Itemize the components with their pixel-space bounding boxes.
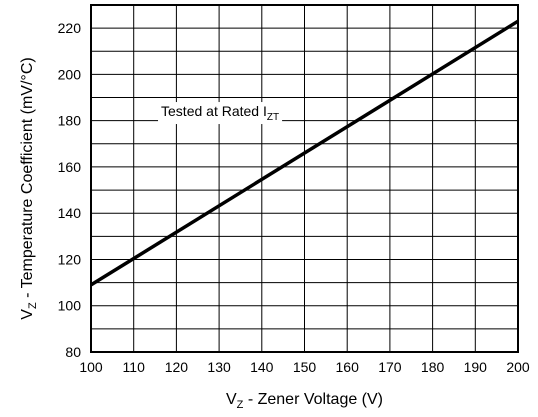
x-tick-label: 110 [123, 359, 146, 375]
y-tick-label: 220 [58, 20, 82, 36]
series-line-path [90, 19, 519, 287]
plot-frame [90, 4, 519, 353]
y-tick-label: 160 [58, 159, 82, 175]
x-tick-label: 180 [421, 359, 445, 375]
x-tick-label: 120 [165, 359, 189, 375]
y-tick-label: 180 [58, 113, 82, 129]
y-tick-label: 140 [58, 205, 82, 221]
y-tick-labels: 80 100 120 140 160 180 200 220 [58, 20, 82, 360]
grid-lines [91, 5, 518, 352]
x-tick-label: 170 [378, 359, 402, 375]
y-tick-label: 120 [58, 251, 82, 267]
series-line [90, 19, 519, 287]
y-axis-title: VZ - Temperature Coefficient (mV/°C) [19, 57, 39, 319]
annotation-label: Tested at Rated IZT [158, 102, 283, 125]
annotation-text: Tested at Rated IZT [161, 103, 279, 123]
x-tick-label: 160 [336, 359, 360, 375]
x-tick-label: 200 [506, 359, 530, 375]
x-tick-label: 130 [207, 359, 231, 375]
x-tick-label: 150 [293, 359, 317, 375]
annotation-background [158, 102, 283, 125]
x-tick-label: 100 [79, 359, 103, 375]
y-tick-label: 100 [58, 298, 82, 314]
x-axis-title: VZ - Zener Voltage (V) [226, 391, 383, 411]
y-tick-label: 80 [65, 344, 81, 360]
y-tick-label: 200 [58, 66, 82, 82]
x-tick-label: 190 [464, 359, 488, 375]
x-tick-labels: 100 110 120 130 140 150 160 170 180 190 200 [79, 359, 530, 375]
x-tick-label: 140 [250, 359, 274, 375]
